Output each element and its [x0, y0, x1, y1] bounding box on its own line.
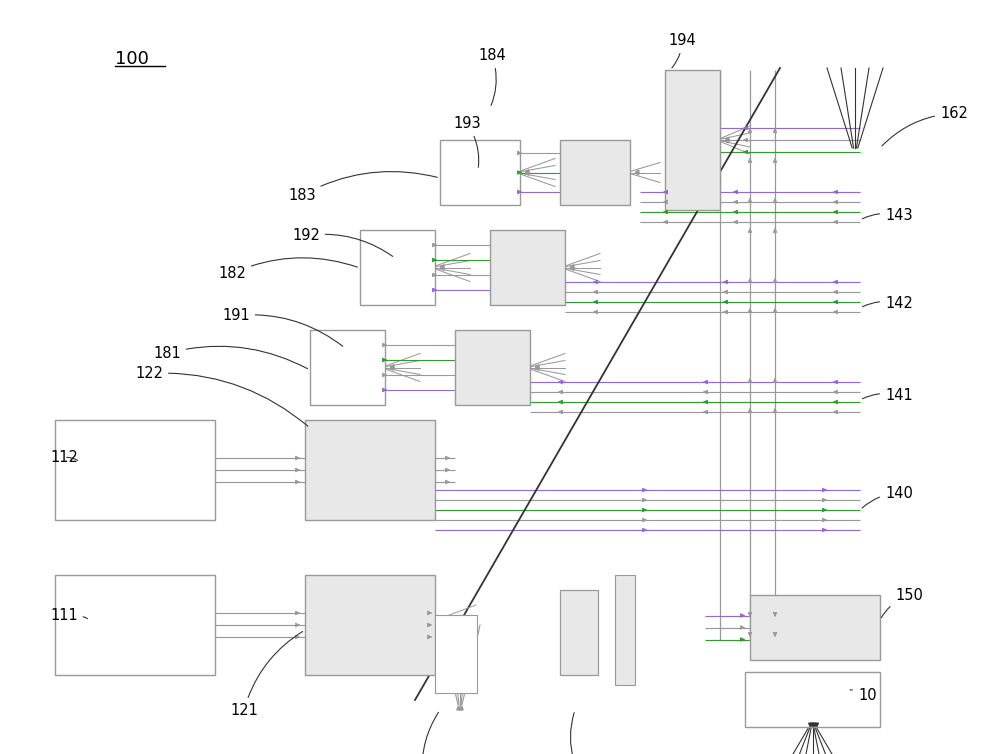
Bar: [305, 575, 435, 675]
Text: 170: 170: [0, 753, 1, 754]
Bar: [435, 615, 477, 693]
Text: 183: 183: [288, 172, 437, 203]
Text: 142: 142: [862, 296, 913, 311]
Text: 191: 191: [222, 308, 343, 346]
Bar: [750, 595, 880, 660]
Text: 10: 10: [850, 688, 877, 703]
Text: 162: 162: [882, 106, 968, 146]
Text: 182: 182: [218, 258, 357, 281]
Bar: [745, 672, 880, 727]
Bar: [455, 330, 530, 405]
Text: 112: 112: [50, 450, 78, 465]
Text: 111: 111: [50, 608, 88, 623]
Bar: [560, 140, 630, 205]
Text: 192: 192: [292, 228, 393, 256]
Text: 150: 150: [881, 588, 923, 618]
Text: 181: 181: [153, 346, 308, 369]
Bar: [560, 590, 598, 675]
Text: 194: 194: [668, 33, 696, 68]
Text: 143: 143: [862, 208, 913, 223]
Text: 100: 100: [115, 50, 149, 68]
Bar: [615, 575, 635, 685]
Text: 161: 161: [0, 753, 1, 754]
Text: 122: 122: [135, 366, 308, 426]
Text: 121: 121: [230, 631, 303, 718]
Bar: [490, 230, 565, 305]
Bar: [360, 230, 435, 305]
Bar: [305, 420, 435, 520]
Text: 140: 140: [862, 486, 913, 508]
Text: 184: 184: [478, 48, 506, 106]
Bar: [55, 420, 215, 520]
Text: 132: 132: [565, 713, 593, 754]
Bar: [440, 140, 520, 205]
Bar: [310, 330, 385, 405]
Text: 193: 193: [453, 116, 481, 167]
Text: 141: 141: [862, 388, 913, 403]
Text: 131: 131: [410, 713, 438, 754]
Bar: [665, 70, 720, 210]
Bar: [55, 575, 215, 675]
